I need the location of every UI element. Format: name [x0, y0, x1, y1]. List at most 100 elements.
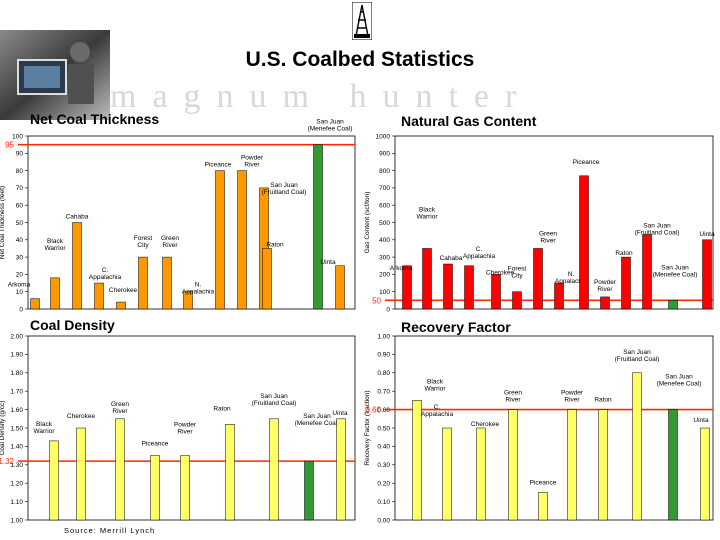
- bar-label-line: N.: [195, 282, 202, 289]
- bar-powder-river: [237, 170, 247, 310]
- bar-label-line: Uinta: [699, 231, 715, 238]
- bar-label-powder-river: Powder River: [594, 279, 617, 293]
- bar-label-line: Appalachia: [89, 274, 122, 281]
- y-axis-label: Coal Density (g/cc): [0, 401, 6, 456]
- chart-title: Natural Gas Content: [401, 113, 537, 129]
- bar-label-line: San Juan: [260, 393, 288, 400]
- bar-label-line: Uinta: [693, 417, 709, 424]
- y-tick-label: 70: [16, 185, 24, 192]
- bar-label-uinta: Uinta: [699, 231, 715, 238]
- y-tick-label: 40: [16, 237, 24, 244]
- bar-label-uinta: Uinta: [693, 417, 709, 424]
- y-tick-label: 60: [16, 203, 24, 210]
- y-tick-label: 1.20: [10, 481, 23, 488]
- bar-label-line: Cherokee: [486, 269, 515, 276]
- bar-label-line: River: [112, 408, 128, 415]
- bar-label-c-appalachia: C. Appalachia: [89, 267, 122, 281]
- bar-label-line: (Fruitland Coal): [635, 230, 680, 237]
- y-tick-label: 0.10: [377, 499, 390, 506]
- bar-label-line: Piceance: [573, 159, 600, 166]
- coal-density-chart: Coal Density Coal Density (g/cc) 1.00 1.10 1…: [0, 317, 356, 524]
- bar-label-line: Warrior: [44, 245, 66, 252]
- bar-label-line: San Juan: [661, 264, 689, 271]
- y-tick-label: 0.50: [377, 425, 390, 432]
- bar-label-line: Cherokee: [67, 413, 96, 420]
- y-tick-label: 0.90: [377, 352, 390, 359]
- banner-photo: [0, 30, 110, 120]
- bar-label-line: River: [162, 242, 178, 249]
- bar-label-line: Raton: [615, 250, 633, 257]
- bar-label-cherokee: Cherokee: [471, 421, 500, 428]
- bar-label-line: Powder: [594, 279, 617, 286]
- bar-label-line: N.: [568, 271, 575, 278]
- bar-c-appalachia: [94, 282, 104, 310]
- bar-label-line: (Fruitland Coal): [252, 400, 297, 407]
- y-tick-label: 30: [16, 254, 24, 261]
- source-note: Source: Merrill Lynch: [64, 526, 156, 535]
- recovery-factor-chart: Recovery Factor Recovery Factor (fraction…: [364, 319, 714, 524]
- chart-title: Net Coal Thickness: [30, 111, 159, 127]
- bar-black-warrior: [49, 440, 59, 521]
- bar-arkoma: [402, 265, 412, 310]
- bar-label-line: San Juan: [623, 349, 651, 356]
- bar-label-line: Raton: [213, 405, 231, 412]
- bar-label-cahaba: Cahaba: [440, 255, 463, 262]
- bar-label-line: Forest: [508, 266, 527, 273]
- bar-label-black-warrior: Black Warrior: [33, 421, 55, 435]
- bar-label-line: C.: [102, 267, 109, 274]
- bar-label-line: River: [597, 286, 613, 293]
- bar-label-black-warrior: Black Warrior: [424, 378, 446, 392]
- y-tick-label: 1.50: [10, 425, 23, 432]
- natural-gas-content-chart: Natural Gas Content Gas Content (scf/ton)…: [364, 113, 715, 313]
- bar-label-line: Appalachia: [463, 253, 496, 260]
- bar-label-line: C.: [434, 404, 441, 411]
- bar-label-raton: Raton: [594, 397, 612, 404]
- bar-label-green-river: Green River: [539, 230, 557, 244]
- bar-raton: [621, 256, 631, 310]
- bar-label-line: Cherokee: [471, 421, 500, 428]
- chart-title: Recovery Factor: [401, 319, 511, 335]
- y-tick-label: 1.80: [10, 370, 23, 377]
- bar-raton: [262, 248, 272, 310]
- bar-label-line: (Menefee Coal): [653, 271, 698, 278]
- bar-uinta: [335, 265, 345, 310]
- bar-label-line: Uinta: [332, 410, 348, 417]
- y-tick-label: 300: [379, 254, 390, 261]
- bar-label-san-juan-menefee-coal: San Juan (Menefee Coal): [295, 413, 340, 427]
- y-tick-label: 10: [16, 289, 24, 296]
- bar-label-line: San Juan: [665, 374, 693, 381]
- bar-label-piceance: Piceance: [573, 159, 600, 166]
- bar-label-forest-city: Forest City: [134, 235, 153, 249]
- bar-label-line: Arkoma: [8, 282, 31, 289]
- bar-raton: [598, 409, 608, 521]
- bar-label-cahaba: Cahaba: [66, 214, 89, 221]
- bar-label-line: Raton: [594, 397, 612, 404]
- bar-label-line: Black: [419, 206, 436, 213]
- bar-label-line: Uinta: [320, 259, 336, 266]
- y-tick-label: 600: [379, 203, 390, 210]
- bar-label-n-appalachia: N. Appalachia: [555, 271, 588, 285]
- bar-cahaba: [443, 263, 453, 310]
- bar-label-piceance: Piceance: [205, 162, 232, 169]
- bar-label-line: Cherokee: [109, 287, 138, 294]
- bar-piceance: [215, 170, 225, 310]
- y-tick-label: 0.80: [377, 370, 390, 377]
- bar-san-juan-menefee-coal: [304, 460, 314, 521]
- reference-label: 1.32: [0, 457, 15, 466]
- y-tick-label: 90: [16, 151, 24, 158]
- bar-label-green-river: Green River: [161, 235, 179, 249]
- y-tick-label: 0.30: [377, 462, 390, 469]
- y-tick-label: 0: [386, 306, 390, 313]
- bar-powder-river: [600, 296, 610, 310]
- bar-label-powder-river: Powder River: [241, 155, 264, 169]
- bar-cherokee: [476, 427, 486, 521]
- bar-label-line: Black: [36, 421, 53, 428]
- y-tick-label: 80: [16, 168, 24, 175]
- bar-uinta: [336, 418, 346, 521]
- bar-label-line: Green: [539, 230, 557, 237]
- bar-label-line: Appalachia: [555, 278, 588, 285]
- y-tick-label: 50: [16, 220, 24, 227]
- bar-label-san-juan-menefee-coal: San Juan (Menefee Coal): [308, 119, 353, 133]
- bar-label-cherokee: Cherokee: [109, 287, 138, 294]
- bar-label-line: Arkoma: [390, 265, 413, 272]
